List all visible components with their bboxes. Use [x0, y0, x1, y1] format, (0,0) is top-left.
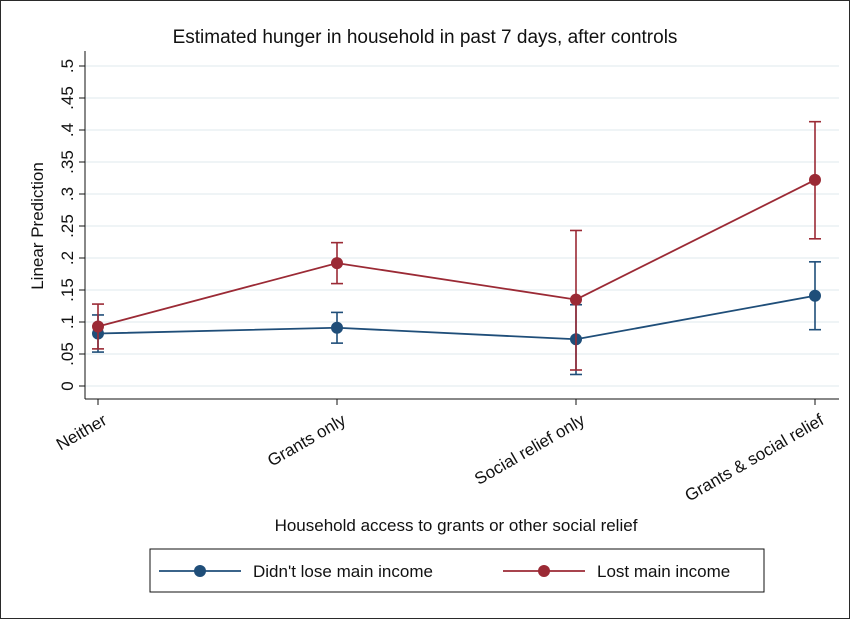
- x-tick-label: Grants & social relief: [682, 410, 828, 505]
- data-point: [92, 320, 104, 333]
- y-tick-label: .25: [58, 214, 77, 238]
- series-layer: [92, 120, 821, 376]
- legend-marker: [538, 565, 550, 577]
- x-tick-label: Social relief only: [471, 410, 588, 489]
- data-point: [570, 293, 582, 306]
- y-tick-label: .5: [58, 59, 77, 73]
- y-tick-label: .1: [58, 315, 77, 329]
- series-line: [97, 294, 816, 341]
- series-1: [92, 120, 821, 371]
- y-tick-label: .15: [58, 278, 77, 302]
- y-tick-labels: 0 .05 .1 .15 .2 .25 .3 .35 .4 .45 .5: [58, 59, 77, 391]
- legend-box: [149, 548, 765, 593]
- y-tick-label: .3: [58, 187, 77, 201]
- chart-title: Estimated hunger in household in past 7 …: [173, 27, 678, 48]
- data-point: [331, 257, 343, 270]
- y-axis-label: Linear Prediction: [28, 162, 47, 290]
- legend: Didn't lose main income Lost main income: [149, 548, 765, 593]
- gridlines: [85, 65, 839, 387]
- axes: [79, 51, 839, 405]
- legend-marker: [194, 565, 206, 577]
- x-tick-label: Grants only: [264, 410, 349, 470]
- data-point: [809, 173, 821, 186]
- x-axis-label: Household access to grants or other soci…: [275, 516, 638, 535]
- x-tick-labels: Neither Grants only Social relief only Gran…: [53, 410, 827, 505]
- data-point: [809, 289, 821, 302]
- y-tick-label: .45: [58, 86, 77, 110]
- series-0: [92, 261, 821, 376]
- x-tick-label: Neither: [53, 410, 110, 454]
- y-tick-label: .35: [58, 150, 77, 174]
- legend-label: Lost main income: [597, 562, 730, 581]
- y-tick-label: 0: [58, 381, 77, 390]
- y-tick-label: .05: [58, 342, 77, 366]
- series-line: [97, 179, 816, 328]
- y-tick-label: .4: [58, 123, 77, 137]
- data-point: [331, 321, 343, 334]
- legend-label: Didn't lose main income: [253, 562, 433, 581]
- y-tick-label: .2: [58, 251, 77, 265]
